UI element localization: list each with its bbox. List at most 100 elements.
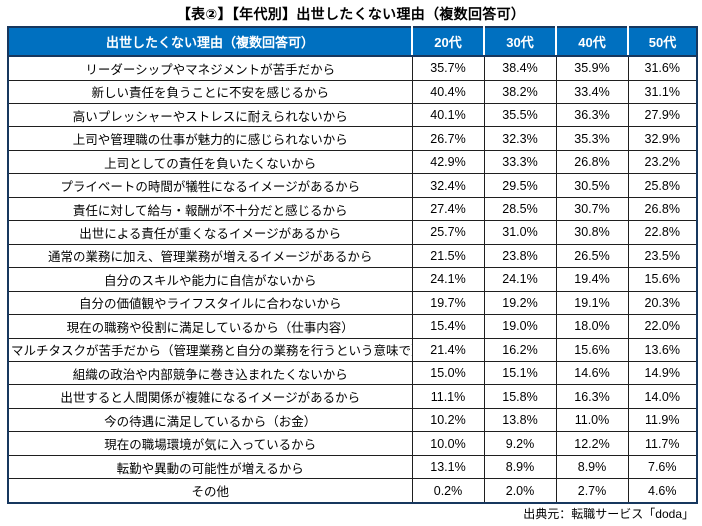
table-row: 転勤や異動の可能性が増えるから 13.1% 8.9% 8.9% 7.6% [7, 454, 698, 480]
value-cell: 23.5% [627, 243, 698, 269]
value-cell: 21.4% [411, 337, 485, 362]
table-row: プライベートの時間が犠牲になるイメージがあるから 32.4% 29.5% 30.… [7, 173, 698, 198]
value-cell: 30.7% [555, 196, 629, 222]
value-cell: 21.5% [411, 243, 485, 269]
value-cell: 19.4% [555, 267, 629, 292]
value-cell: 31.1% [627, 79, 698, 105]
value-cell: 33.3% [483, 149, 557, 175]
value-cell: 8.9% [555, 454, 629, 480]
table-row: 責任に対して給与・報酬が不十分だと感じるから 27.4% 28.5% 30.7%… [7, 196, 698, 222]
table-row: 上司としての責任を負いたくないから 42.9% 33.3% 26.8% 23.2… [7, 149, 698, 175]
reason-cell: 出世による責任が重くなるイメージがあるから [7, 220, 413, 245]
value-cell: 26.5% [555, 243, 629, 269]
table-row: 上司や管理職の仕事が魅力的に感じられないから 26.7% 32.3% 35.3%… [7, 126, 698, 151]
value-cell: 30.5% [555, 173, 629, 198]
reason-cell: リーダーシップやマネジメントが苦手だから [7, 55, 413, 81]
header-cell-age-50s: 50代 [628, 27, 698, 57]
value-cell: 10.2% [411, 407, 485, 433]
reason-cell: 転勤や異動の可能性が増えるから [7, 454, 413, 480]
table-row: 自分のスキルや能力に自信がないから 24.1% 24.1% 19.4% 15.6… [7, 267, 698, 292]
header-cell-age-40s: 40代 [556, 27, 629, 57]
value-cell: 12.2% [555, 431, 629, 456]
value-cell: 40.1% [411, 102, 485, 128]
table-row: 現在の職場環境が気に入っているから 10.0% 9.2% 12.2% 11.7% [7, 431, 698, 456]
table-row: マルチタスクが苦手だから（管理業務と自分の業務を行うという意味で） 21.4% … [7, 337, 698, 362]
value-cell: 31.0% [483, 220, 557, 245]
value-cell: 15.6% [627, 267, 698, 292]
value-cell: 27.4% [411, 196, 485, 222]
reason-cell: 高いプレッシャーやストレスに耐えられないから [7, 102, 413, 128]
value-cell: 32.4% [411, 173, 485, 198]
value-cell: 35.5% [483, 102, 557, 128]
value-cell: 35.3% [555, 126, 629, 151]
age-group-reason-table: 出世したくない理由（複数回答可） 20代 30代 40代 50代 リーダーシップ… [7, 26, 698, 504]
reason-cell: 現在の職務や役割に満足しているから（仕事内容） [7, 314, 413, 339]
value-cell: 35.9% [555, 55, 629, 81]
header-cell-age-30s: 30代 [484, 27, 557, 57]
value-cell: 4.6% [627, 478, 698, 504]
value-cell: 18.0% [555, 314, 629, 339]
value-cell: 19.7% [411, 290, 485, 316]
value-cell: 26.8% [555, 149, 629, 175]
value-cell: 14.9% [627, 360, 698, 386]
value-cell: 19.0% [483, 314, 557, 339]
reason-cell: 責任に対して給与・報酬が不十分だと感じるから [7, 196, 413, 222]
value-cell: 9.2% [483, 431, 557, 456]
value-cell: 0.2% [411, 478, 485, 504]
table-body: リーダーシップやマネジメントが苦手だから 35.7% 38.4% 35.9% 3… [7, 55, 698, 504]
value-cell: 38.4% [483, 55, 557, 81]
value-cell: 35.7% [411, 55, 485, 81]
value-cell: 24.1% [411, 267, 485, 292]
value-cell: 11.7% [627, 431, 698, 456]
value-cell: 13.6% [627, 337, 698, 362]
value-cell: 26.7% [411, 126, 485, 151]
value-cell: 36.3% [555, 102, 629, 128]
value-cell: 38.2% [483, 79, 557, 105]
table-row: リーダーシップやマネジメントが苦手だから 35.7% 38.4% 35.9% 3… [7, 55, 698, 81]
table-row: 出世による責任が重くなるイメージがあるから 25.7% 31.0% 30.8% … [7, 220, 698, 245]
value-cell: 42.9% [411, 149, 485, 175]
value-cell: 20.3% [627, 290, 698, 316]
value-cell: 22.8% [627, 220, 698, 245]
header-cell-age-20s: 20代 [412, 27, 485, 57]
source-note: 出典元：転職サービス「doda」 [523, 507, 694, 521]
value-cell: 11.1% [411, 384, 485, 409]
value-cell: 11.9% [627, 407, 698, 433]
reason-cell: 新しい責任を負うことに不安を感じるから [7, 79, 413, 105]
value-cell: 30.8% [555, 220, 629, 245]
value-cell: 23.2% [627, 149, 698, 175]
value-cell: 31.6% [627, 55, 698, 81]
value-cell: 28.5% [483, 196, 557, 222]
reason-cell: プライベートの時間が犠牲になるイメージがあるから [7, 173, 413, 198]
value-cell: 33.4% [555, 79, 629, 105]
table-row: その他 0.2% 2.0% 2.7% 4.6% [7, 478, 698, 504]
table-row: 通常の業務に加え、管理業務が増えるイメージがあるから 21.5% 23.8% 2… [7, 243, 698, 269]
reason-cell: マルチタスクが苦手だから（管理業務と自分の業務を行うという意味で） [7, 337, 413, 362]
reason-cell: その他 [7, 478, 413, 504]
value-cell: 8.9% [483, 454, 557, 480]
value-cell: 2.0% [483, 478, 557, 504]
reason-cell: 上司や管理職の仕事が魅力的に感じられないから [7, 126, 413, 151]
value-cell: 25.7% [411, 220, 485, 245]
value-cell: 11.0% [555, 407, 629, 433]
value-cell: 14.0% [627, 384, 698, 409]
value-cell: 26.8% [627, 196, 698, 222]
value-cell: 32.3% [483, 126, 557, 151]
value-cell: 13.8% [483, 407, 557, 433]
header-row: 出世したくない理由（複数回答可） 20代 30代 40代 50代 [8, 27, 698, 57]
value-cell: 13.1% [411, 454, 485, 480]
value-cell: 16.3% [555, 384, 629, 409]
value-cell: 15.1% [483, 360, 557, 386]
value-cell: 25.8% [627, 173, 698, 198]
reason-cell: 上司としての責任を負いたくないから [7, 149, 413, 175]
value-cell: 15.6% [555, 337, 629, 362]
page-title: 【表②】【年代別】出世したくない理由（複数回答可） [176, 6, 526, 22]
value-cell: 7.6% [627, 454, 698, 480]
value-cell: 27.9% [627, 102, 698, 128]
table-row: 出世すると人間関係が複雑になるイメージがあるから 11.1% 15.8% 16.… [7, 384, 698, 409]
value-cell: 14.6% [555, 360, 629, 386]
value-cell: 40.4% [411, 79, 485, 105]
table-row: 高いプレッシャーやストレスに耐えられないから 40.1% 35.5% 36.3%… [7, 102, 698, 128]
value-cell: 19.1% [555, 290, 629, 316]
reason-cell: 現在の職場環境が気に入っているから [7, 431, 413, 456]
